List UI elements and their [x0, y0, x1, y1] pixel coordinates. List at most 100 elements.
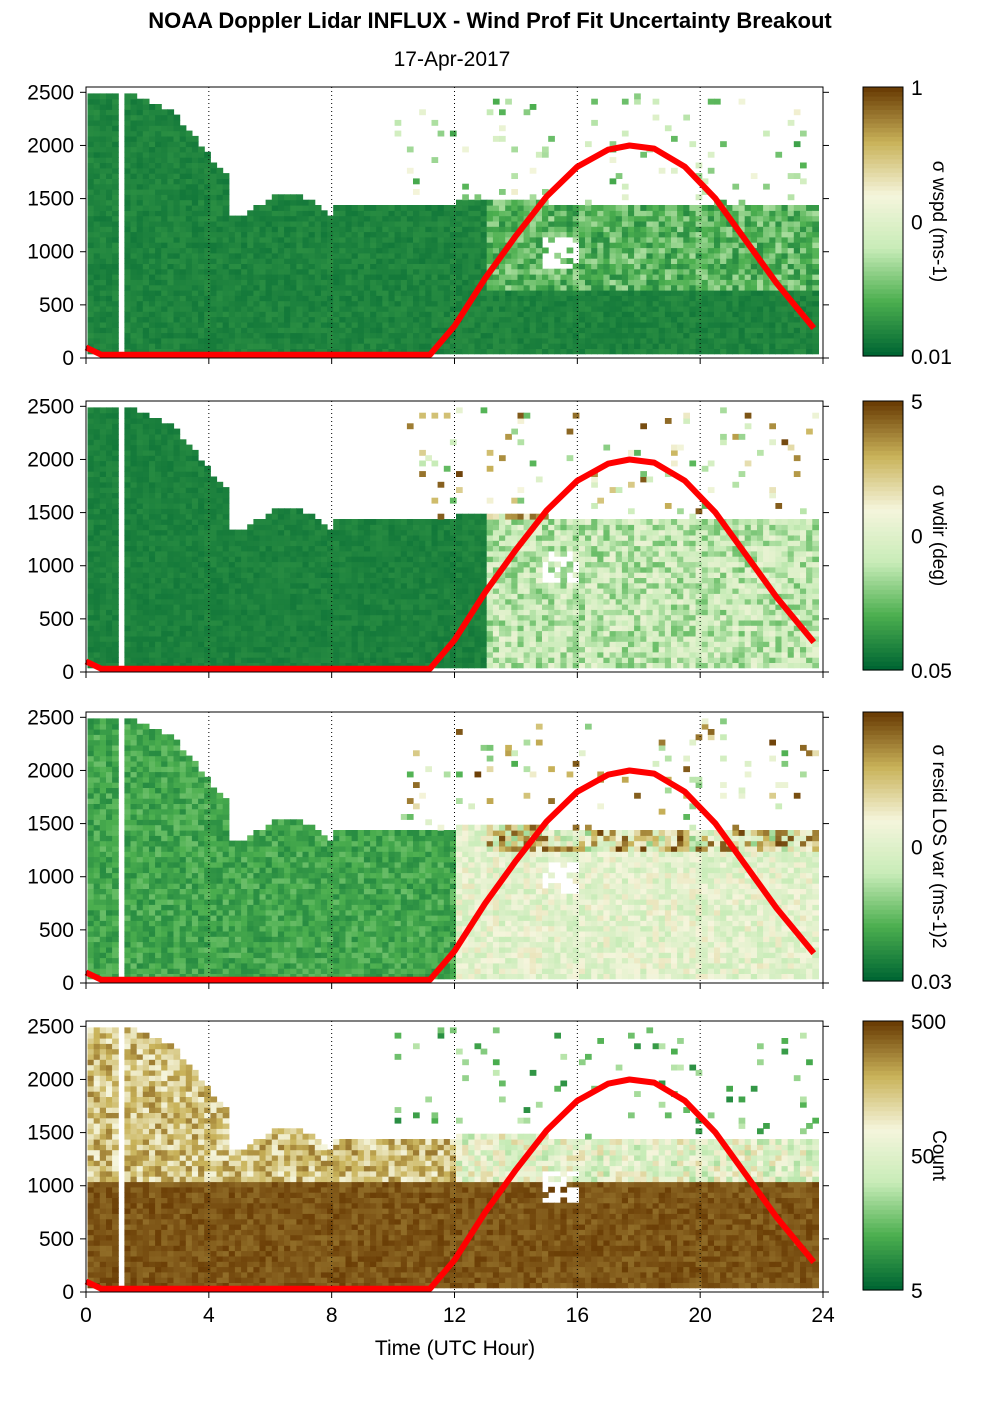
- heatmap-cell: [603, 322, 610, 328]
- heatmap-cell: [714, 258, 721, 264]
- heatmap-cell: [143, 253, 150, 259]
- heatmap-cell: [763, 333, 770, 339]
- heatmap-cell: [260, 577, 267, 583]
- heatmap-cell: [161, 641, 168, 647]
- heatmap-cell: [131, 125, 138, 131]
- heatmap-cell: [622, 263, 629, 269]
- heatmap-cell: [702, 343, 709, 349]
- heatmap-cell: [106, 615, 113, 621]
- heatmap-cell: [763, 184, 770, 190]
- heatmap-cell: [278, 301, 285, 307]
- heatmap-cell: [591, 311, 598, 317]
- heatmap-cell: [425, 279, 432, 285]
- heatmap-cell: [278, 333, 285, 339]
- heatmap-cell: [708, 338, 715, 344]
- heatmap-cell: [603, 226, 610, 232]
- heatmap-cell: [143, 216, 150, 222]
- heatmap-cell: [677, 348, 684, 354]
- heatmap-cell: [591, 285, 598, 291]
- heatmap-cell: [696, 274, 703, 280]
- heatmap-cell: [210, 530, 217, 536]
- heatmap-cell: [260, 625, 267, 631]
- heatmap-cell: [665, 253, 672, 259]
- heatmap-cell: [192, 498, 199, 504]
- heatmap-cell: [167, 471, 174, 477]
- heatmap-cell: [327, 279, 334, 285]
- heatmap-cell: [481, 210, 488, 216]
- heatmap-cell: [622, 194, 629, 200]
- heatmap-cell: [100, 317, 107, 323]
- heatmap-cell: [542, 295, 549, 301]
- heatmap-cell: [401, 242, 408, 248]
- heatmap-cell: [579, 232, 586, 238]
- heatmap-cell: [241, 562, 248, 568]
- heatmap-cell: [186, 189, 193, 195]
- heatmap-cell: [702, 301, 709, 307]
- heatmap-cell: [339, 210, 346, 216]
- heatmap-cell: [149, 466, 156, 472]
- heatmap-cell: [462, 248, 469, 254]
- heatmap-cell: [665, 274, 672, 280]
- heatmap-cell: [511, 285, 518, 291]
- heatmap-cell: [217, 295, 224, 301]
- heatmap-cell: [192, 232, 199, 238]
- heatmap-cell: [333, 221, 340, 227]
- heatmap-cell: [161, 482, 168, 488]
- heatmap-cell: [689, 290, 696, 296]
- heatmap-cell: [475, 205, 482, 211]
- heatmap-cell: [333, 333, 340, 339]
- heatmap-cell: [806, 253, 813, 259]
- heatmap-cell: [100, 343, 107, 349]
- heatmap-cell: [536, 216, 543, 222]
- heatmap-cell: [640, 333, 647, 339]
- heatmap-cell: [143, 551, 150, 557]
- heatmap-cell: [296, 279, 303, 285]
- heatmap-cell: [370, 226, 377, 232]
- heatmap-cell: [321, 242, 328, 248]
- heatmap-cell: [217, 482, 224, 488]
- heatmap-cell: [278, 311, 285, 317]
- heatmap-cell: [788, 216, 795, 222]
- heatmap-cell: [223, 609, 230, 615]
- heatmap-cell: [217, 503, 224, 509]
- heatmap-cell: [585, 210, 592, 216]
- heatmap-cell: [462, 205, 469, 211]
- heatmap-cell: [475, 343, 482, 349]
- heatmap-cell: [597, 348, 604, 354]
- heatmap-cell: [88, 567, 95, 573]
- heatmap-cell: [143, 237, 150, 243]
- heatmap-cell: [321, 306, 328, 312]
- heatmap-cell: [167, 434, 174, 440]
- heatmap-cell: [94, 466, 101, 472]
- heatmap-cell: [782, 327, 789, 333]
- heatmap-cell: [149, 306, 156, 312]
- heatmap-cell: [677, 301, 684, 307]
- heatmap-cell: [210, 290, 217, 296]
- heatmap-cell: [155, 221, 162, 227]
- heatmap-cell: [732, 205, 739, 211]
- heatmap-cell: [567, 274, 574, 280]
- heatmap-cell: [266, 333, 273, 339]
- heatmap-cell: [303, 327, 310, 333]
- heatmap-cell: [739, 279, 746, 285]
- heatmap-cell: [223, 615, 230, 621]
- heatmap-cell: [444, 306, 451, 312]
- heatmap-cell: [542, 232, 549, 238]
- heatmap-cell: [204, 477, 211, 483]
- heatmap-cell: [192, 508, 199, 514]
- heatmap-cell: [149, 572, 156, 578]
- heatmap-cell: [131, 477, 138, 483]
- heatmap-cell: [812, 285, 819, 291]
- heatmap-cell: [229, 216, 236, 222]
- heatmap-cell: [223, 285, 230, 291]
- heatmap-cell: [210, 647, 217, 653]
- heatmap-cell: [720, 290, 727, 296]
- heatmap-cell: [223, 535, 230, 541]
- heatmap-cell: [665, 248, 672, 254]
- heatmap-cell: [229, 242, 236, 248]
- heatmap-cell: [634, 338, 641, 344]
- heatmap-cell: [432, 210, 439, 216]
- heatmap-cell: [788, 285, 795, 291]
- heatmap-cell: [640, 258, 647, 264]
- heatmap-cell: [137, 423, 144, 429]
